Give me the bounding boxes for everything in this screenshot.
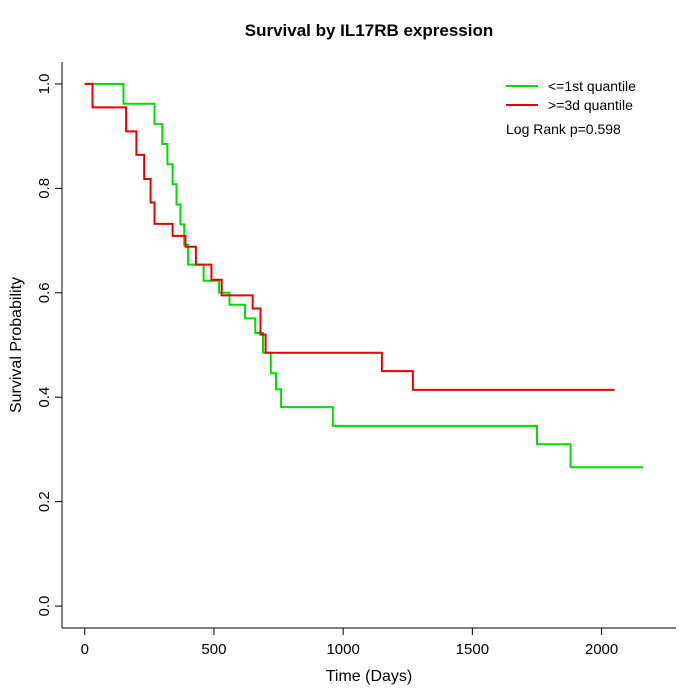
y-axis-label: Survival Probability <box>8 276 25 414</box>
legend-label-quantile1: <=1st quantile <box>548 77 636 94</box>
legend: <=1st quantile >=3d quantile Log Rank p=… <box>506 76 686 137</box>
x-tick-label: 1000 <box>326 641 359 658</box>
legend-line-red <box>506 103 538 106</box>
x-tick-label: 1500 <box>456 641 489 658</box>
legend-line-green <box>506 84 538 87</box>
y-tick-label: 0.4 <box>36 387 53 408</box>
x-tick-label: 2000 <box>585 641 618 658</box>
y-tick-label: 0.0 <box>36 596 53 617</box>
y-tick-label: 0.8 <box>36 178 53 199</box>
log-rank-p-value: Log Rank p=0.598 <box>506 121 621 137</box>
legend-entry-quantile3: >=3d quantile <box>506 95 686 114</box>
x-tick-label: 0 <box>81 641 89 658</box>
y-tick-label: 0.6 <box>36 282 53 303</box>
survival-curve-1 <box>84 82 615 391</box>
x-axis-label: Time (Days) <box>325 668 413 685</box>
y-tick-label: 1.0 <box>36 74 53 95</box>
x-tick-label: 500 <box>201 641 226 658</box>
chart-title: Survival by IL17RB expression <box>244 21 494 40</box>
legend-entry-quantile1: <=1st quantile <box>506 76 686 95</box>
legend-label-quantile3: >=3d quantile <box>548 96 633 113</box>
y-tick-label: 0.2 <box>36 491 53 512</box>
survival-curve-0 <box>84 82 643 469</box>
